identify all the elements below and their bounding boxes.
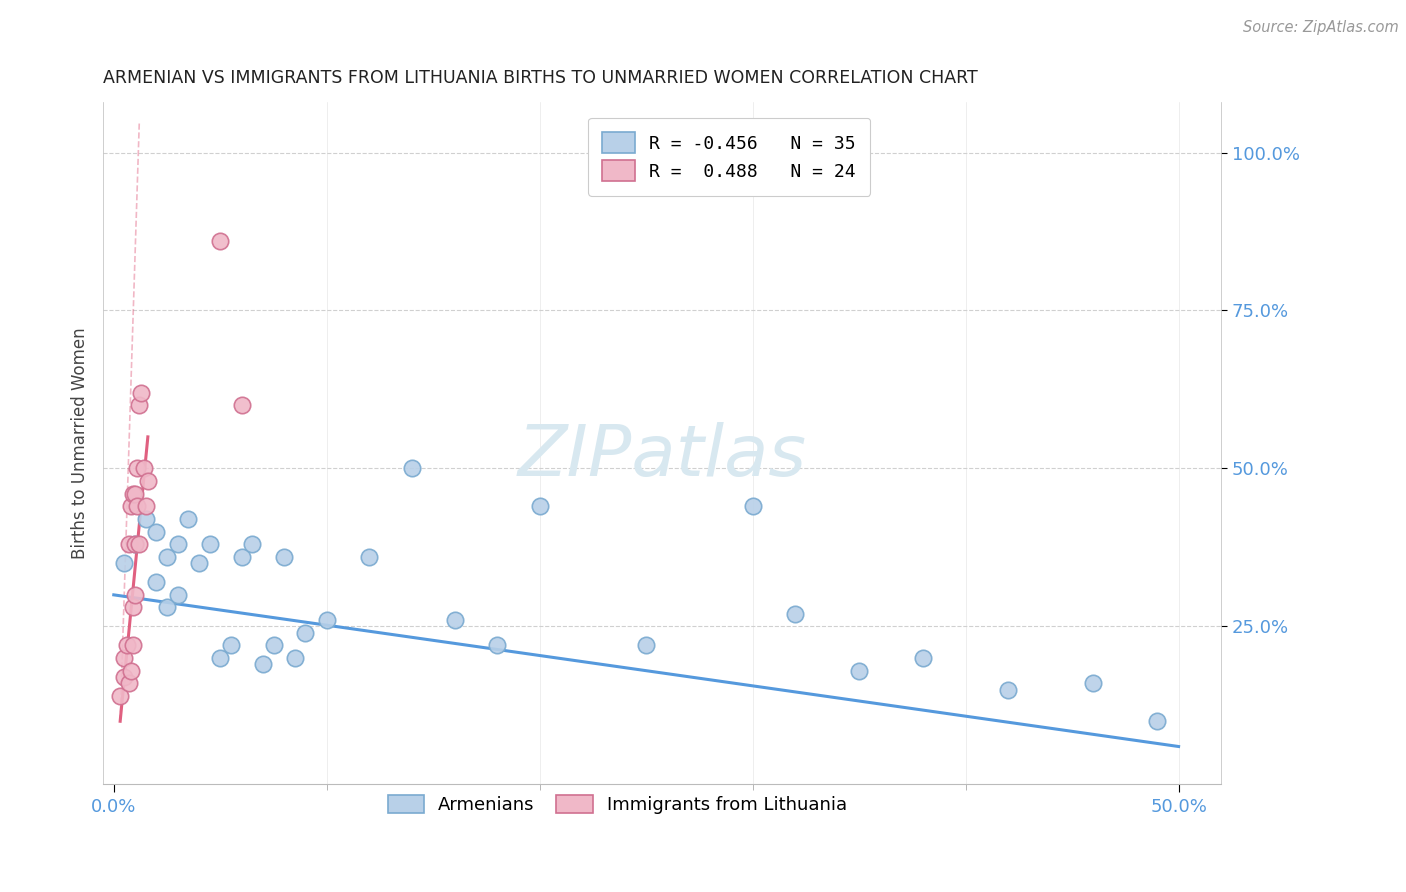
Y-axis label: Births to Unmarried Women: Births to Unmarried Women [72, 327, 89, 559]
Point [112, 556, 135, 570]
Point [122, 600, 145, 615]
Text: ZIPatlas: ZIPatlas [517, 422, 807, 491]
Point [209, 234, 232, 248]
Point [108, 689, 131, 703]
Point [231, 549, 253, 564]
Point [145, 524, 167, 539]
Point [263, 639, 285, 653]
Point [124, 537, 146, 551]
Point [1083, 676, 1105, 690]
Point [118, 537, 141, 551]
Point [529, 500, 551, 514]
Point [848, 664, 870, 678]
Point [166, 537, 188, 551]
Point [1146, 714, 1168, 729]
Point [122, 639, 145, 653]
Text: Source: ZipAtlas.com: Source: ZipAtlas.com [1243, 20, 1399, 35]
Point [912, 651, 935, 665]
Point [115, 639, 138, 653]
Point [231, 398, 253, 412]
Point [128, 537, 150, 551]
Point [135, 512, 157, 526]
Point [486, 639, 509, 653]
Point [128, 398, 150, 412]
Point [127, 461, 149, 475]
Point [188, 556, 211, 570]
Point [443, 613, 465, 627]
Point [145, 575, 167, 590]
Point [359, 549, 381, 564]
Point [132, 461, 155, 475]
Point [741, 500, 763, 514]
Legend: Armenians, Immigrants from Lithuania: Armenians, Immigrants from Lithuania [378, 786, 856, 823]
Point [284, 651, 307, 665]
Point [997, 682, 1019, 697]
Point [401, 461, 423, 475]
Point [273, 549, 295, 564]
Point [135, 500, 157, 514]
Point [156, 600, 179, 615]
Point [785, 607, 807, 621]
Point [120, 664, 142, 678]
Point [124, 487, 146, 501]
Text: ARMENIAN VS IMMIGRANTS FROM LITHUANIA BIRTHS TO UNMARRIED WOMEN CORRELATION CHAR: ARMENIAN VS IMMIGRANTS FROM LITHUANIA BI… [103, 69, 979, 87]
Point [131, 385, 153, 400]
Point [240, 537, 263, 551]
Point [127, 500, 149, 514]
Point [118, 676, 141, 690]
Point [209, 651, 232, 665]
Point [120, 500, 142, 514]
Point [136, 474, 159, 488]
Point [219, 639, 242, 653]
Point [198, 537, 221, 551]
Point [294, 625, 316, 640]
Point [177, 512, 200, 526]
Point [112, 651, 135, 665]
Point [166, 588, 188, 602]
Point [315, 613, 337, 627]
Point [252, 657, 274, 672]
Point [124, 537, 146, 551]
Point [156, 549, 179, 564]
Point [636, 639, 658, 653]
Point [124, 588, 146, 602]
Point [112, 670, 135, 684]
Point [122, 487, 145, 501]
